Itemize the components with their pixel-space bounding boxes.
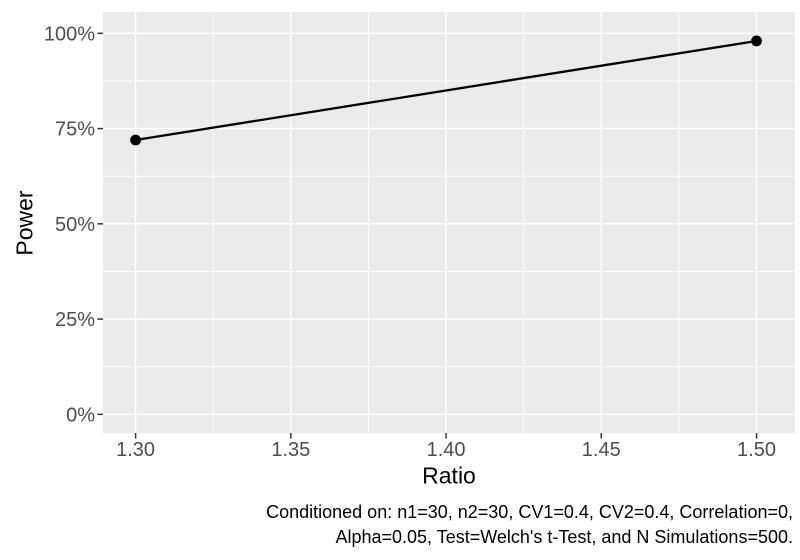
x-tick-label: 1.45 <box>582 439 621 461</box>
y-tick-label: 25% <box>55 309 95 331</box>
x-tick-label: 1.35 <box>271 439 310 461</box>
panel-background <box>103 12 795 433</box>
y-tick-label: 100% <box>44 23 95 45</box>
x-tick-label: 1.50 <box>737 439 776 461</box>
caption-line-1: Conditioned on: n1=30, n2=30, CV1=0.4, C… <box>266 502 793 522</box>
y-axis-title: Power <box>11 190 38 256</box>
x-tick-label: 1.40 <box>427 439 466 461</box>
data-point <box>751 35 762 47</box>
data-point <box>130 134 141 146</box>
caption: Conditioned on: n1=30, n2=30, CV1=0.4, C… <box>266 500 793 550</box>
caption-line-2: Alpha=0.05, Test=Welch's t-Test, and N S… <box>335 527 793 547</box>
x-tick-label: 1.30 <box>116 439 155 461</box>
series-line <box>135 39 757 142</box>
x-axis-title: Ratio <box>422 462 476 489</box>
y-tick-label: 0% <box>66 404 95 426</box>
y-tick-label: 50% <box>55 214 95 236</box>
y-tick-label: 75% <box>55 119 95 141</box>
